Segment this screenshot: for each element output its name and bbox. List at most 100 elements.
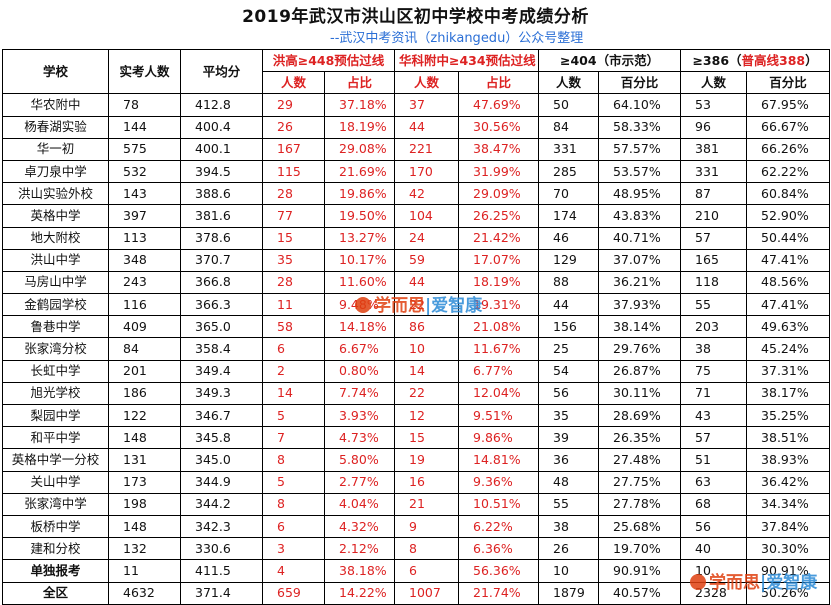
examinees-cell: 532 xyxy=(108,159,181,184)
pct-386-cell: 52.90% xyxy=(746,204,831,228)
examinees-cell: 4632 xyxy=(108,581,181,605)
table-body: 华农附中 78 412.8 29 37.18% 37 47.69% 50 64.10% 53 67.… xyxy=(2,93,831,605)
honggao-ratio-cell: 6.67% xyxy=(323,337,396,361)
huake-ratio-cell: 31.99% xyxy=(458,159,540,184)
table-row: 洪山中学 348 370.7 35 10.17% 59 17.07% 129 37.07% 165… xyxy=(2,248,831,272)
average-cell: 342.3 xyxy=(180,514,263,539)
score-table: 学校 实考人数 平均分 洪高≥448预估过线 华科附中≥434预估过线 ≥404… xyxy=(2,48,831,605)
pct-386-cell: 36.42% xyxy=(746,470,831,494)
count-386-cell: 51 xyxy=(680,448,748,472)
school-cell: 华农附中 xyxy=(2,93,109,117)
huake-ratio-cell: 26.25% xyxy=(458,204,540,228)
count-404-cell: 39 xyxy=(538,426,600,450)
pct-404-cell: 40.71% xyxy=(598,226,682,250)
school-cell: 卓刀泉中学 xyxy=(2,159,109,184)
huake-count-cell: 44 xyxy=(394,115,460,139)
school-cell: 马房山中学 xyxy=(2,270,109,295)
honggao-ratio-cell: 18.19% xyxy=(323,115,396,139)
header-row-1: 学校 实考人数 平均分 洪高≥448预估过线 华科附中≥434预估过线 ≥404… xyxy=(2,48,831,95)
count-404-cell: 55 xyxy=(538,492,600,516)
table-row: 梨园中学 122 346.7 5 3.93% 12 9.51% 35 28.69% 43 35.25… xyxy=(2,403,831,428)
count-404-cell: 50 xyxy=(538,93,600,117)
honggao-count-cell: 58 xyxy=(262,315,325,339)
huake-ratio-cell: 12.04% xyxy=(458,381,540,406)
school-cell: 地大附校 xyxy=(2,226,109,250)
pct-386-cell: 62.22% xyxy=(746,159,831,184)
honggao-count-cell: 6 xyxy=(262,337,325,361)
school-cell: 关山中学 xyxy=(2,470,109,494)
pct-404-cell: 36.21% xyxy=(598,270,682,295)
count-404-cell: 84 xyxy=(538,115,600,139)
count-386-cell: 68 xyxy=(680,492,748,516)
honggao-ratio-cell: 29.08% xyxy=(323,137,396,161)
school-cell: 板桥中学 xyxy=(2,514,109,539)
count-404-cell: 285 xyxy=(538,159,600,184)
count-404-cell: 35 xyxy=(538,403,600,428)
huake-count-cell: 22 xyxy=(394,381,460,406)
examinees-cell: 173 xyxy=(108,470,181,494)
honggao-ratio-cell: 14.18% xyxy=(323,315,396,339)
pct-404-cell: 37.93% xyxy=(598,293,682,317)
average-cell: 346.7 xyxy=(180,403,263,428)
pct-404-cell: 64.10% xyxy=(598,93,682,117)
huake-count-cell: 10 xyxy=(394,337,460,361)
pct-386-cell: 38.17% xyxy=(746,381,831,406)
average-cell: 411.5 xyxy=(180,559,263,583)
pct-404-cell: 53.57% xyxy=(598,159,682,184)
huake-ratio-cell: 11.67% xyxy=(458,337,540,361)
school-cell: 杨春湖实验 xyxy=(2,115,109,139)
huake-ratio-cell: 30.56% xyxy=(458,115,540,139)
huake-ratio-cell: 14.81% xyxy=(458,448,540,472)
pct-386-cell: 47.41% xyxy=(746,248,831,272)
examinees-cell: 409 xyxy=(108,315,181,339)
table-row: 鲁巷中学 409 365.0 58 14.18% 86 21.08% 156 38.14% 203… xyxy=(2,315,831,339)
examinees-cell: 122 xyxy=(108,403,181,428)
average-cell: 370.7 xyxy=(180,248,263,272)
huake-ratio-cell: 6.36% xyxy=(458,537,540,561)
pct-404-cell: 48.95% xyxy=(598,182,682,206)
school-cell: 洪山中学 xyxy=(2,248,109,272)
average-cell: 365.0 xyxy=(180,315,263,339)
huake-ratio-cell: 56.36% xyxy=(458,559,540,583)
table-row: 板桥中学 148 342.3 6 4.32% 9 6.22% 38 25.68% 56 37.84% xyxy=(2,514,831,539)
page-title: 2019年武汉市洪山区初中学校中考成绩分析 xyxy=(242,7,589,27)
honggao-ratio-cell: 21.69% xyxy=(323,159,396,184)
count-386-cell: 38 xyxy=(680,337,748,361)
average-cell: 394.5 xyxy=(180,159,263,184)
school-cell: 长虹中学 xyxy=(2,359,109,383)
school-cell: 旭光学校 xyxy=(2,381,109,406)
huake-count-cell: 42 xyxy=(394,182,460,206)
page-subtitle: --武汉中考资讯（zhikangedu）公众号整理 xyxy=(330,31,584,46)
huake-ratio-cell: 6.77% xyxy=(458,359,540,383)
huake-count-cell: 12 xyxy=(394,403,460,428)
pct-386-cell: 50.26% xyxy=(746,581,831,605)
school-cell: 洪山实验外校 xyxy=(2,182,109,206)
header-count: 人数 xyxy=(538,71,600,95)
honggao-ratio-cell: 10.17% xyxy=(323,248,396,272)
pct-386-cell: 50.44% xyxy=(746,226,831,250)
examinees-cell: 148 xyxy=(108,426,181,450)
count-386-cell: 53 xyxy=(680,93,748,117)
table-row: 地大附校 113 378.6 15 13.27% 24 21.42% 46 40.71% 57 50… xyxy=(2,226,831,250)
honggao-count-cell: 4 xyxy=(262,559,325,583)
honggao-count-cell: 14 xyxy=(262,381,325,406)
school-cell: 张家湾中学 xyxy=(2,492,109,516)
pct-386-cell: 37.31% xyxy=(746,359,831,383)
honggao-ratio-cell: 11.60% xyxy=(323,270,396,295)
table-row: 长虹中学 201 349.4 2 0.80% 14 6.77% 54 26.87% 75 37.31… xyxy=(2,359,831,383)
watermark-logo-icon xyxy=(690,574,706,590)
count-404-cell: 56 xyxy=(538,381,600,406)
header-group-honggao: 洪高≥448预估过线 xyxy=(261,48,396,73)
examinees-cell: 11 xyxy=(108,559,181,583)
count-386-cell: 63 xyxy=(680,470,748,494)
huake-ratio-cell: 9.51% xyxy=(458,403,540,428)
huake-ratio-cell: 10.51% xyxy=(458,492,540,516)
pct-404-cell: 43.83% xyxy=(598,204,682,228)
count-404-cell: 46 xyxy=(538,226,600,250)
count-386-cell: 57 xyxy=(680,226,748,250)
honggao-count-cell: 15 xyxy=(262,226,325,250)
pct-404-cell: 30.11% xyxy=(598,381,682,406)
school-cell: 张家湾分校 xyxy=(2,337,109,361)
count-404-cell: 44 xyxy=(538,293,600,317)
school-cell: 华一初 xyxy=(2,137,109,161)
